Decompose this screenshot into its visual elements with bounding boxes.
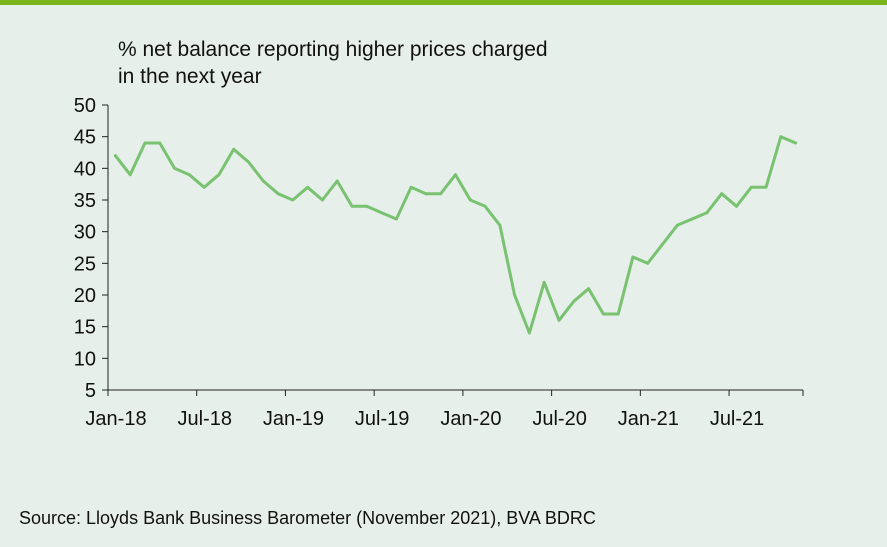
- y-tick-label: 50: [74, 95, 96, 117]
- y-tick-label: 25: [74, 253, 96, 275]
- data-point: [306, 185, 309, 189]
- data-point: [395, 217, 398, 221]
- data-point: [321, 198, 324, 202]
- data-point: [187, 173, 191, 177]
- data-point: [365, 204, 369, 208]
- chart-title-line-2: in the next year: [118, 65, 262, 88]
- x-tick-label: Jul-18: [177, 408, 231, 430]
- x-tick-label: Jan-18: [85, 408, 146, 430]
- data-point: [335, 179, 339, 183]
- series-group: [113, 135, 798, 335]
- data-point: [468, 198, 472, 202]
- x-tick-label: Jul-20: [532, 408, 586, 430]
- data-point: [173, 166, 176, 170]
- x-tick-label: Jul-19: [355, 408, 409, 430]
- x-tick-label: Jan-20: [440, 408, 501, 430]
- data-point: [498, 223, 502, 227]
- data-point: [247, 160, 250, 164]
- data-point: [631, 255, 635, 259]
- data-point: [380, 211, 383, 215]
- data-point: [114, 154, 117, 158]
- data-point: [409, 185, 413, 189]
- x-tick-label: Jul-21: [710, 408, 764, 430]
- data-point: [587, 287, 590, 291]
- x-tick-label: Jan-19: [263, 408, 324, 430]
- data-point: [646, 261, 650, 265]
- y-tick-label: 5: [85, 380, 96, 402]
- y-tick-label: 30: [74, 222, 96, 244]
- data-point: [454, 173, 457, 177]
- data-point: [513, 293, 516, 297]
- data-point: [749, 185, 753, 189]
- data-point: [690, 217, 694, 221]
- data-point: [602, 312, 605, 316]
- data-point: [705, 211, 709, 215]
- chart-title: % net balance reporting higher prices ch…: [118, 36, 548, 90]
- y-tick-label: 10: [74, 348, 96, 370]
- y-tick-label: 20: [74, 285, 96, 307]
- data-point: [764, 185, 768, 189]
- data-point: [424, 192, 428, 196]
- data-point: [483, 204, 487, 208]
- data-point: [128, 173, 132, 177]
- accent-rule: [0, 0, 887, 5]
- data-point: [779, 135, 783, 139]
- data-point: [217, 173, 221, 177]
- y-tick-label: 40: [74, 158, 96, 180]
- data-point: [232, 147, 236, 151]
- y-tick-label: 45: [74, 127, 96, 149]
- y-tick-label: 35: [74, 190, 96, 212]
- data-point: [261, 179, 265, 183]
- y-axis: 5 10 15 20 25 30 35 40 45 50: [74, 95, 109, 402]
- data-point: [143, 141, 147, 145]
- data-point: [542, 280, 546, 284]
- data-point: [661, 242, 664, 246]
- data-point: [794, 141, 797, 145]
- data-point: [276, 192, 280, 196]
- data-point: [557, 318, 561, 322]
- data-point: [202, 185, 206, 189]
- data-point: [616, 312, 620, 316]
- data-point: [675, 223, 679, 227]
- data-point: [158, 141, 162, 145]
- x-tick-label: Jan-21: [618, 408, 679, 430]
- data-point: [350, 204, 354, 208]
- y-tick-label: 15: [74, 317, 96, 339]
- chart-title-line-1: % net balance reporting higher prices ch…: [118, 38, 548, 61]
- data-point: [720, 192, 724, 196]
- data-point: [528, 331, 531, 335]
- data-point: [439, 192, 443, 196]
- data-point: [735, 204, 738, 208]
- data-point: [572, 299, 576, 303]
- series-line: [113, 135, 798, 335]
- x-axis: Jan-18 Jul-18 Jan-19 Jul-19 Jan-20 Jul-20 Jan-…: [85, 389, 804, 430]
- source-note: Source: Lloyds Bank Business Barometer (…: [19, 508, 596, 528]
- data-point: [291, 198, 295, 202]
